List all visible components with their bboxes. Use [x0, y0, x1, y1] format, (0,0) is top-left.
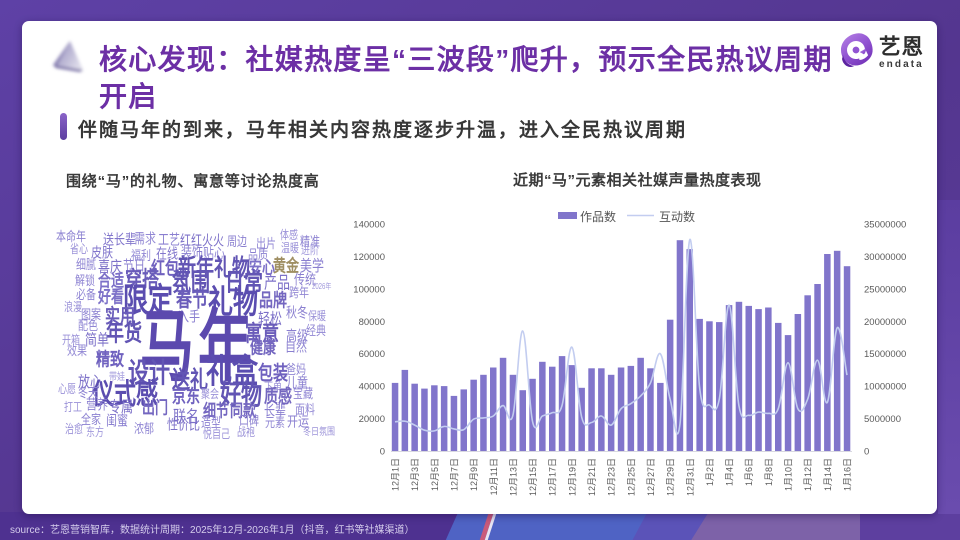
- svg-text:140000: 140000: [353, 220, 385, 231]
- svg-text:20000000: 20000000: [864, 317, 906, 328]
- svg-text:12月15日: 12月15日: [528, 458, 538, 496]
- svg-text:1月12日: 1月12日: [803, 458, 813, 491]
- svg-text:12月7日: 12月7日: [450, 458, 460, 491]
- svg-text:1月6日: 1月6日: [744, 458, 754, 486]
- svg-text:12月23日: 12月23日: [607, 458, 617, 496]
- svg-text:35000000: 35000000: [864, 220, 906, 231]
- svg-text:互动数: 互动数: [659, 209, 695, 224]
- svg-text:1月4日: 1月4日: [725, 458, 735, 486]
- svg-text:1月10日: 1月10日: [784, 458, 794, 491]
- svg-text:12月13日: 12月13日: [508, 458, 518, 496]
- svg-text:120000: 120000: [353, 252, 385, 263]
- svg-text:80000: 80000: [359, 317, 385, 328]
- svg-text:12月25日: 12月25日: [626, 458, 636, 496]
- svg-text:1月8日: 1月8日: [764, 458, 774, 486]
- svg-text:0: 0: [864, 447, 869, 458]
- svg-text:12月5日: 12月5日: [430, 458, 440, 491]
- svg-text:15000000: 15000000: [864, 349, 906, 360]
- svg-text:12月19日: 12月19日: [567, 458, 577, 496]
- svg-text:12月11日: 12月11日: [489, 458, 499, 495]
- svg-text:30000000: 30000000: [864, 252, 906, 263]
- svg-text:艺恩: 艺恩: [879, 34, 924, 59]
- svg-text:40000: 40000: [359, 382, 385, 393]
- svg-text:1月16日: 1月16日: [843, 458, 853, 491]
- svg-text:100000: 100000: [353, 284, 385, 295]
- svg-text:10000000: 10000000: [864, 382, 906, 393]
- svg-text:0: 0: [380, 447, 385, 458]
- svg-text:12月27日: 12月27日: [646, 458, 656, 496]
- svg-text:20000: 20000: [359, 414, 385, 425]
- svg-text:12月1日: 12月1日: [391, 458, 401, 491]
- svg-text:1月2日: 1月2日: [705, 458, 715, 486]
- svg-text:12月31日: 12月31日: [685, 458, 695, 496]
- svg-text:25000000: 25000000: [864, 284, 906, 295]
- svg-text:60000: 60000: [359, 349, 385, 360]
- svg-text:1月14日: 1月14日: [823, 458, 833, 491]
- svg-text:12月21日: 12月21日: [587, 458, 597, 496]
- svg-text:12月29日: 12月29日: [666, 458, 676, 496]
- svg-text:5000000: 5000000: [864, 414, 901, 425]
- svg-text:12月9日: 12月9日: [469, 458, 479, 491]
- svg-text:12月17日: 12月17日: [548, 458, 558, 496]
- svg-text:12月3日: 12月3日: [410, 458, 420, 491]
- svg-text:endata: endata: [879, 59, 924, 70]
- svg-text:作品数: 作品数: [580, 209, 616, 224]
